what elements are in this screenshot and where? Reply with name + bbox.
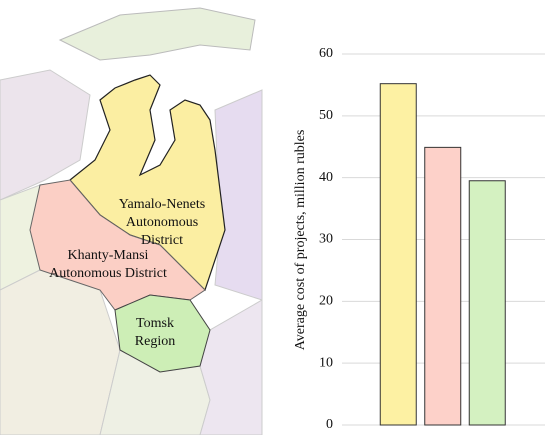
- y-tick-label: 30: [319, 232, 333, 247]
- bar: [424, 146, 462, 426]
- bar: [379, 83, 417, 426]
- map-labels: Yamalo-Nenets Autonomous DistrictKhanty-Ma…: [49, 197, 205, 349]
- land-north: [58, 7, 256, 61]
- y-tick-label: 40: [319, 170, 333, 185]
- land-south: [0, 269, 121, 435]
- land-east: [214, 89, 263, 301]
- y-tick-label: 50: [319, 108, 333, 123]
- y-axis-label: Average cost of projects, million rubles: [293, 130, 308, 351]
- region-label: District: [141, 233, 183, 248]
- y-tick-label: 10: [319, 355, 333, 370]
- y-tick-label: 20: [319, 294, 333, 309]
- region-label: Khanty-Mansi: [68, 248, 149, 263]
- region-label: Autonomous: [126, 215, 198, 230]
- region-label: Tomsk: [136, 316, 174, 331]
- y-tick-label: 60: [319, 46, 333, 61]
- region-yamalo: [69, 74, 226, 292]
- y-tick-label: 0: [326, 417, 333, 432]
- region-label: Region: [135, 334, 175, 349]
- region-tomsk: [114, 294, 211, 373]
- region-label: Autonomous District: [49, 266, 167, 281]
- land-west: [0, 69, 91, 201]
- bar: [468, 180, 506, 426]
- chart: Average cost of projects, million rubles…: [293, 46, 545, 432]
- region-label: Yamalo-Nenets: [119, 197, 205, 212]
- map: [0, 0, 263, 435]
